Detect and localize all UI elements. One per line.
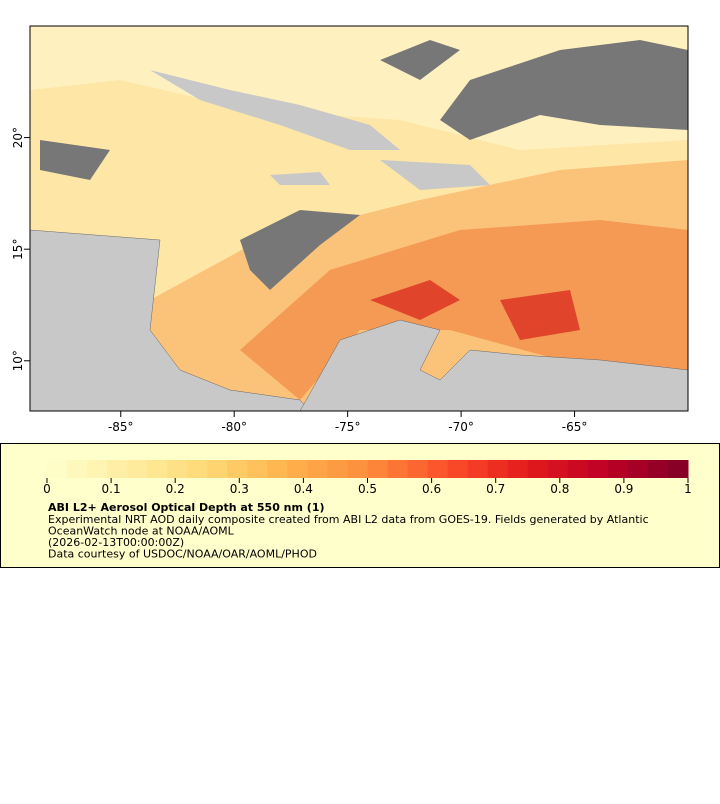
- colorbar-segment: [407, 460, 429, 478]
- colorbar-segment: [387, 460, 409, 478]
- high-aod: [240, 220, 688, 400]
- colorbar-segment: [307, 460, 328, 478]
- legend-line: Data courtesy of USDOC/NOAA/OAR/AOML/PHO…: [48, 548, 317, 561]
- colorbar-segment: [87, 460, 108, 478]
- colorbar-tick-label: 0.4: [294, 482, 313, 496]
- colorbar-segment: [507, 460, 529, 478]
- legend-line: Experimental NRT AOD daily composite cre…: [48, 513, 649, 526]
- colorbar-tick-label: 1: [684, 482, 692, 496]
- colorbar-segment: [447, 460, 469, 478]
- y-tick-label: 20°: [11, 127, 25, 148]
- colorbar-segment: [207, 460, 228, 478]
- colorbar-segment: [107, 460, 128, 478]
- colorbar-segment: [47, 460, 68, 478]
- colorbar-segment: [327, 460, 348, 478]
- colorbar-tick-label: 0.3: [230, 482, 249, 496]
- peak-aod: [370, 280, 580, 340]
- colorbar-segment: [607, 460, 629, 478]
- x-tick-label: -85°: [108, 420, 134, 434]
- colorbar-tick-label: 0.8: [550, 482, 569, 496]
- colorbar-segment: [227, 460, 248, 478]
- colorbar-segment: [67, 460, 88, 478]
- colorbar-segment: [367, 460, 389, 478]
- x-tick-label: -75°: [335, 420, 361, 434]
- colorbar-segment: [247, 460, 268, 478]
- x-tick-label: -80°: [221, 420, 247, 434]
- y-tick-label: 15°: [11, 239, 25, 260]
- legend-line: OceanWatch node at NOAA/AOML: [48, 525, 235, 538]
- colorbar-segment: [647, 460, 669, 478]
- colorbar-segment: [167, 460, 188, 478]
- colorbar-tick-label: 0.7: [486, 482, 505, 496]
- colorbar-segment: [467, 460, 489, 478]
- central-america: [30, 229, 311, 411]
- colorbar-segment: [567, 460, 589, 478]
- colorbar-segment: [187, 460, 208, 478]
- x-tick-label: -65°: [562, 420, 588, 434]
- colorbar-tick-label: 0.6: [422, 482, 441, 496]
- cloud: [440, 40, 688, 140]
- legend-title: ABI L2+ Aerosol Optical Depth at 550 nm …: [48, 501, 325, 514]
- colorbar-segment: [287, 460, 308, 478]
- colorbar-segment: [347, 460, 368, 478]
- cloud: [40, 40, 460, 290]
- x-tick-label: -70°: [448, 420, 474, 434]
- colorbar-segment: [127, 460, 148, 478]
- colorbar-tick-label: 0.1: [102, 482, 121, 496]
- colorbar-segment: [487, 460, 509, 478]
- colorbar-tick-label: 0.2: [166, 482, 185, 496]
- y-tick-label: 10°: [11, 350, 25, 371]
- map-frame: [29, 25, 689, 412]
- south-america: [299, 319, 688, 411]
- colorbar-segment: [267, 460, 288, 478]
- colorbar-segment: [147, 460, 168, 478]
- legend-line: (2026-02-13T00:00:00Z): [48, 536, 184, 549]
- colorbar-segment: [427, 460, 449, 478]
- colorbar-tick-label: 0.5: [358, 482, 377, 496]
- colorbar-segment: [667, 460, 689, 478]
- islands: [270, 160, 490, 190]
- colorbar-segment: [527, 460, 549, 478]
- colorbar-tick-label: 0.9: [614, 482, 633, 496]
- cuba: [150, 70, 400, 150]
- colorbar-segment: [547, 460, 569, 478]
- colorbar-tick-label: 0: [43, 482, 51, 496]
- map: [30, 26, 688, 411]
- colorbar-segment: [587, 460, 609, 478]
- colorbar-segment: [627, 460, 649, 478]
